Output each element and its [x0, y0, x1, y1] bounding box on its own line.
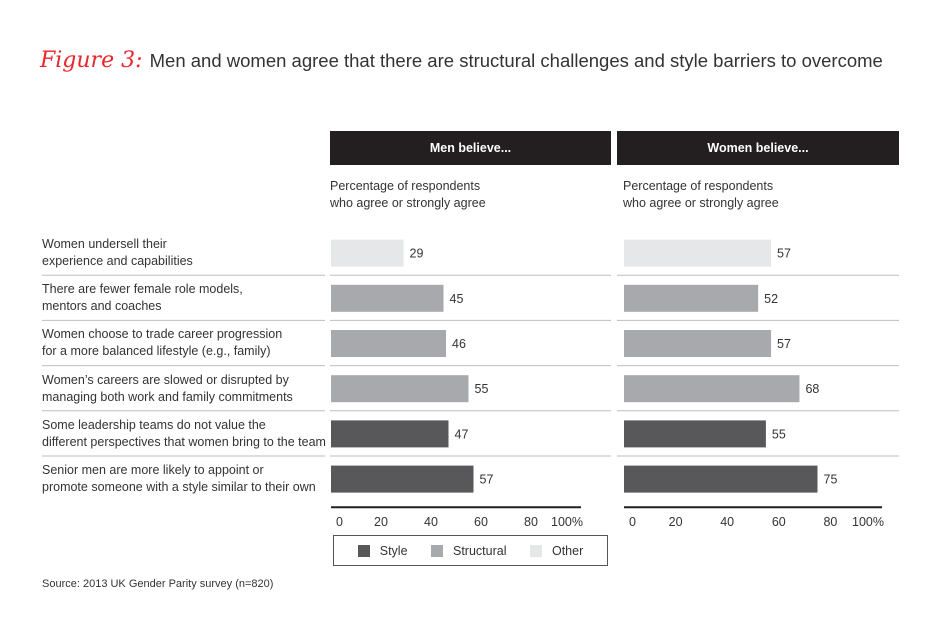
panel-header-women: Women believe... [617, 131, 899, 165]
x-tick-label: 20 [669, 515, 683, 529]
data-label: 47 [455, 427, 469, 441]
row-label-line: experience and capabilities [42, 254, 193, 268]
row-label-line: managing both work and family commitment… [42, 389, 293, 404]
row-label: Women choose to trade career progression… [42, 326, 332, 360]
legend-item-style: Style [357, 543, 408, 558]
row-label-line: Women’s careers are slowed or disrupted … [42, 372, 289, 387]
bar [624, 239, 772, 267]
source-note: Source: 2013 UK Gender Parity survey (n=… [42, 578, 274, 590]
bar [331, 239, 404, 267]
bar [624, 465, 818, 493]
bar [624, 375, 800, 403]
bar [331, 284, 444, 312]
row-label: Some leadership teams do not value the di… [42, 417, 332, 451]
panel-subtitle-line: who agree or strongly agree [330, 196, 486, 210]
x-tick-label: 60 [474, 515, 488, 529]
panel-subtitle-line: Percentage of respondents [330, 179, 481, 193]
x-tick-label: 80 [823, 515, 837, 529]
row-label: Senior men are more likely to appoint or… [42, 462, 332, 496]
panel-subtitle-line: who agree or strongly agree [623, 196, 779, 210]
chart-title: Figure 3: Men and women agree that there… [40, 48, 883, 73]
row-label-line: Some leadership teams do not value the [42, 417, 266, 432]
data-label: 52 [764, 292, 778, 306]
bar [624, 420, 766, 448]
data-label: 57 [480, 473, 494, 487]
row-label-line: different perspectives that women bring … [42, 434, 326, 449]
x-tick-label: 0 [629, 515, 636, 529]
row-label-line: promote someone with a style similar to … [42, 480, 316, 494]
x-tick-label: 80 [524, 515, 538, 529]
legend-label-style: Style [379, 543, 408, 558]
legend-swatch-style [357, 544, 370, 557]
panel-subtitle-women: Percentage of respondents who agree or s… [623, 178, 779, 212]
row-label-line: for a more balanced lifestyle (e.g., fam… [42, 344, 271, 359]
panel-subtitle-men: Percentage of respondents who agree or s… [330, 178, 486, 212]
bar [331, 375, 469, 403]
figure-label: Figure 3: [40, 48, 143, 73]
bar [331, 330, 446, 357]
panel-subtitle-line: Percentage of respondents [623, 179, 774, 193]
x-tick-label: 100% [551, 515, 583, 529]
x-tick-label: 100% [852, 515, 884, 529]
bar [331, 465, 474, 493]
legend-label-other: Other [551, 543, 584, 558]
data-label: 68 [805, 382, 819, 396]
bar [624, 330, 772, 357]
row-label: Women undersell their experience and capa… [42, 236, 332, 270]
x-tick-label: 0 [336, 515, 343, 529]
data-label: 46 [452, 337, 466, 351]
row-label-line: Senior men are more likely to appoint or [42, 463, 264, 477]
data-label: 55 [475, 382, 489, 396]
legend: Style Structural Other [333, 535, 608, 566]
legend-swatch-other [529, 544, 542, 557]
data-label: 55 [772, 427, 786, 441]
row-label: There are fewer female role models, mento… [42, 281, 332, 315]
row-label-line: There are fewer female role models, [42, 282, 243, 297]
row-label: Women’s careers are slowed or disrupted … [42, 372, 332, 406]
legend-label-structural: Structural [453, 543, 507, 558]
data-label: 57 [777, 337, 791, 351]
x-tick-label: 40 [424, 515, 438, 529]
data-label: 45 [450, 292, 464, 306]
data-label: 57 [777, 247, 791, 261]
panel-header-men: Men believe... [330, 131, 611, 165]
legend-item-structural: Structural [431, 544, 507, 558]
legend-swatch-structural [431, 544, 443, 557]
x-tick-label: 40 [720, 515, 734, 529]
data-label: 75 [824, 473, 838, 487]
bar [331, 420, 449, 448]
bar [624, 284, 759, 312]
x-tick-label: 60 [772, 515, 786, 529]
row-label-line: mentors and coaches [42, 299, 162, 314]
row-label-line: Women undersell their [42, 237, 167, 251]
legend-item-other: Other [529, 543, 584, 558]
data-label: 29 [410, 247, 424, 261]
x-tick-label: 20 [374, 515, 388, 529]
row-label-line: Women choose to trade career progression [42, 327, 283, 342]
chart-title-text: Men and women agree that there are struc… [149, 50, 883, 71]
